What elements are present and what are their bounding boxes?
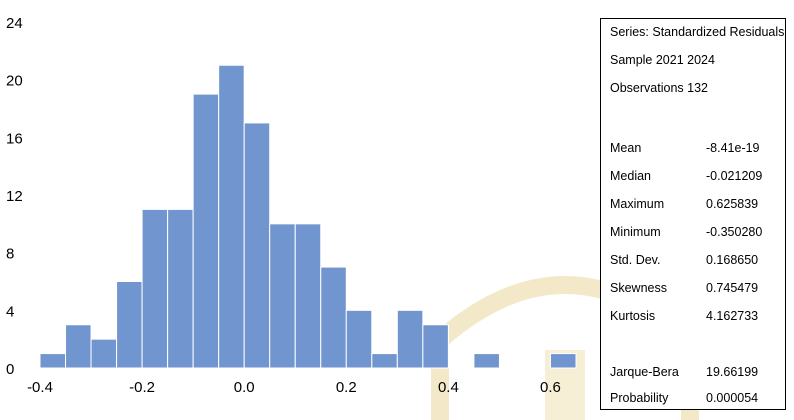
sample-range: Sample 2021 2024 — [610, 53, 715, 67]
x-axis-ticks: -0.4 -0.2 0.0 0.2 0.4 0.6 — [27, 379, 561, 396]
x-tick-label: 0.4 — [438, 379, 459, 396]
stat-value: -8.41e-19 — [706, 141, 760, 155]
histogram-bars — [39, 64, 577, 369]
x-tick-label: -0.4 — [27, 379, 53, 396]
histogram-bar — [141, 208, 169, 369]
y-tick-label: 8 — [6, 246, 14, 263]
x-tick-label: 0.2 — [336, 379, 357, 396]
x-tick-label: 0.6 — [540, 379, 561, 396]
histogram-bar — [90, 338, 118, 369]
series-name: Series: Standardized Residuals — [610, 25, 785, 39]
stat-label: Kurtosis — [610, 309, 656, 323]
histogram-bar — [320, 266, 347, 369]
stat-value: 0.625839 — [706, 197, 759, 211]
histogram-bar — [192, 93, 220, 369]
statistics-panel: Series: Standardized Residuals Sample 20… — [600, 18, 786, 410]
y-tick-label: 24 — [6, 15, 23, 32]
stat-value: -0.021209 — [706, 169, 763, 183]
stat-label: Std. Dev. — [610, 253, 661, 267]
histogram-bar — [65, 324, 92, 369]
stat-label: Skewness — [610, 281, 667, 295]
stat-value: 0.745479 — [706, 281, 759, 295]
stat-label: Median — [610, 169, 651, 183]
histogram-bar — [218, 64, 245, 369]
stat-value: 0.168650 — [706, 253, 759, 267]
x-tick-label: -0.2 — [129, 379, 155, 396]
observation-count: Observations 132 — [610, 81, 708, 95]
stat-value: 19.66199 — [706, 365, 759, 379]
stat-label: Jarque-Bera — [610, 365, 679, 379]
stat-label: Probability — [610, 391, 669, 405]
y-tick-label: 20 — [6, 73, 23, 90]
histogram-bar — [294, 223, 322, 369]
y-tick-label: 12 — [6, 188, 23, 205]
stat-label: Minimum — [610, 225, 661, 239]
histogram-bar — [473, 353, 500, 369]
histogram-bar — [549, 353, 577, 369]
y-tick-label: 0 — [6, 361, 14, 378]
histogram-chart: 0 4 8 12 16 20 24 -0.4 -0.2 0.0 0.2 0.4 0.6 — [6, 15, 577, 396]
y-tick-label: 16 — [6, 130, 23, 147]
stat-value: 4.162733 — [706, 309, 759, 323]
histogram-bar — [269, 223, 296, 369]
stat-value: -0.350280 — [706, 225, 763, 239]
histogram-bar — [243, 122, 271, 369]
histogram-bar — [39, 353, 67, 369]
x-tick-label: 0.0 — [234, 379, 255, 396]
y-tick-label: 4 — [6, 303, 14, 320]
y-axis-ticks: 0 4 8 12 16 20 24 — [6, 15, 23, 378]
stat-label: Mean — [610, 141, 642, 155]
histogram-bar — [396, 309, 424, 369]
stat-label: Maximum — [610, 197, 665, 211]
histogram-bar — [167, 208, 194, 369]
histogram-bar — [116, 281, 143, 369]
histogram-bar — [371, 353, 398, 369]
histogram-bar — [345, 309, 373, 369]
stat-value: 0.000054 — [706, 391, 759, 405]
histogram-bar — [422, 324, 449, 369]
